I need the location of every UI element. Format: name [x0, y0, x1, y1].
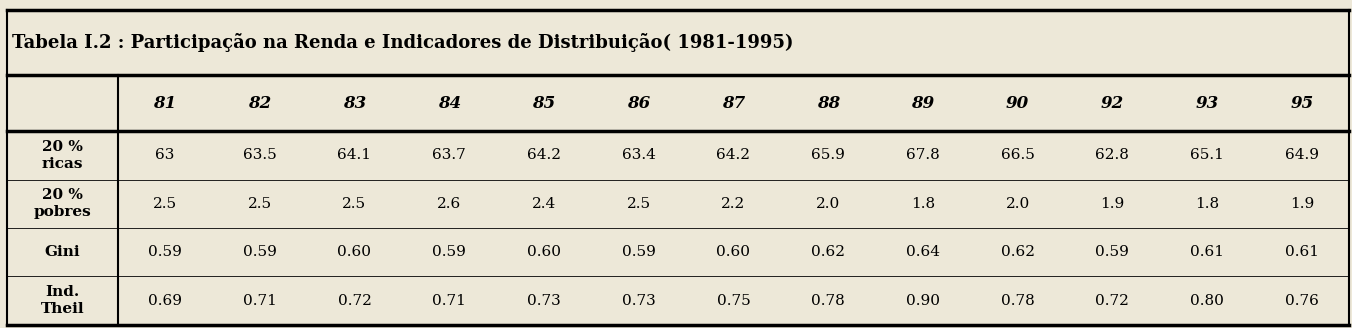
Text: 83: 83 [343, 95, 366, 112]
Text: 85: 85 [533, 95, 556, 112]
Text: 64.1: 64.1 [338, 148, 372, 162]
Text: 64.2: 64.2 [717, 148, 750, 162]
Text: 2.0: 2.0 [817, 197, 841, 211]
Text: 64.2: 64.2 [527, 148, 561, 162]
Text: 66.5: 66.5 [1000, 148, 1034, 162]
Text: 0.76: 0.76 [1284, 294, 1318, 308]
Text: 0.78: 0.78 [811, 294, 845, 308]
Text: 63.4: 63.4 [622, 148, 656, 162]
Text: 67.8: 67.8 [906, 148, 940, 162]
Text: Gini: Gini [45, 245, 80, 259]
Text: 82: 82 [249, 95, 272, 112]
Text: 81: 81 [153, 95, 177, 112]
Text: 0.60: 0.60 [338, 245, 372, 259]
Text: 86: 86 [627, 95, 650, 112]
Text: 65.9: 65.9 [811, 148, 845, 162]
Text: 0.64: 0.64 [906, 245, 940, 259]
Text: 2.5: 2.5 [627, 197, 650, 211]
Text: 1.8: 1.8 [1195, 197, 1220, 211]
Text: 65.1: 65.1 [1190, 148, 1224, 162]
Text: 0.62: 0.62 [1000, 245, 1034, 259]
Text: 0.62: 0.62 [811, 245, 845, 259]
Text: 2.4: 2.4 [531, 197, 556, 211]
Text: 63.7: 63.7 [433, 148, 466, 162]
Text: 0.78: 0.78 [1000, 294, 1034, 308]
Text: 63: 63 [155, 148, 174, 162]
Text: 0.59: 0.59 [243, 245, 277, 259]
Text: 62.8: 62.8 [1095, 148, 1129, 162]
Text: 0.73: 0.73 [527, 294, 561, 308]
Text: 0.69: 0.69 [147, 294, 183, 308]
Text: 0.59: 0.59 [1095, 245, 1129, 259]
Text: 2.5: 2.5 [153, 197, 177, 211]
Text: 1.8: 1.8 [911, 197, 936, 211]
Text: 87: 87 [722, 95, 745, 112]
Text: 0.59: 0.59 [622, 245, 656, 259]
Text: 0.59: 0.59 [433, 245, 466, 259]
Text: 84: 84 [438, 95, 461, 112]
Text: 0.90: 0.90 [906, 294, 940, 308]
Text: 0.72: 0.72 [1095, 294, 1129, 308]
Text: 0.71: 0.71 [243, 294, 277, 308]
Text: 0.72: 0.72 [338, 294, 372, 308]
Text: 0.59: 0.59 [149, 245, 183, 259]
Text: 1.9: 1.9 [1290, 197, 1314, 211]
Text: 1.9: 1.9 [1101, 197, 1125, 211]
Text: 20 %
pobres: 20 % pobres [34, 188, 91, 219]
Text: 0.60: 0.60 [527, 245, 561, 259]
Text: 0.61: 0.61 [1190, 245, 1224, 259]
Text: 0.73: 0.73 [622, 294, 656, 308]
Text: 90: 90 [1006, 95, 1029, 112]
Text: 0.60: 0.60 [717, 245, 750, 259]
Text: 95: 95 [1290, 95, 1314, 112]
Text: Tabela I.2 : Participação na Renda e Indicadores de Distribuição( 1981-1995): Tabela I.2 : Participação na Renda e Ind… [12, 33, 794, 52]
Text: 2.6: 2.6 [437, 197, 461, 211]
Text: 63.5: 63.5 [243, 148, 277, 162]
Text: 2.2: 2.2 [722, 197, 745, 211]
Text: 0.71: 0.71 [433, 294, 466, 308]
Text: 64.9: 64.9 [1284, 148, 1320, 162]
Text: 2.5: 2.5 [247, 197, 272, 211]
Text: 20 %
ricas: 20 % ricas [42, 140, 82, 171]
Text: 93: 93 [1195, 95, 1218, 112]
Text: 0.61: 0.61 [1284, 245, 1320, 259]
Text: 2.5: 2.5 [342, 197, 366, 211]
Text: 0.80: 0.80 [1190, 294, 1224, 308]
Text: 92: 92 [1101, 95, 1124, 112]
Text: 0.75: 0.75 [717, 294, 750, 308]
Text: Ind.
Theil: Ind. Theil [41, 285, 84, 316]
Text: 88: 88 [817, 95, 840, 112]
Text: 2.0: 2.0 [1006, 197, 1030, 211]
Text: 89: 89 [911, 95, 934, 112]
